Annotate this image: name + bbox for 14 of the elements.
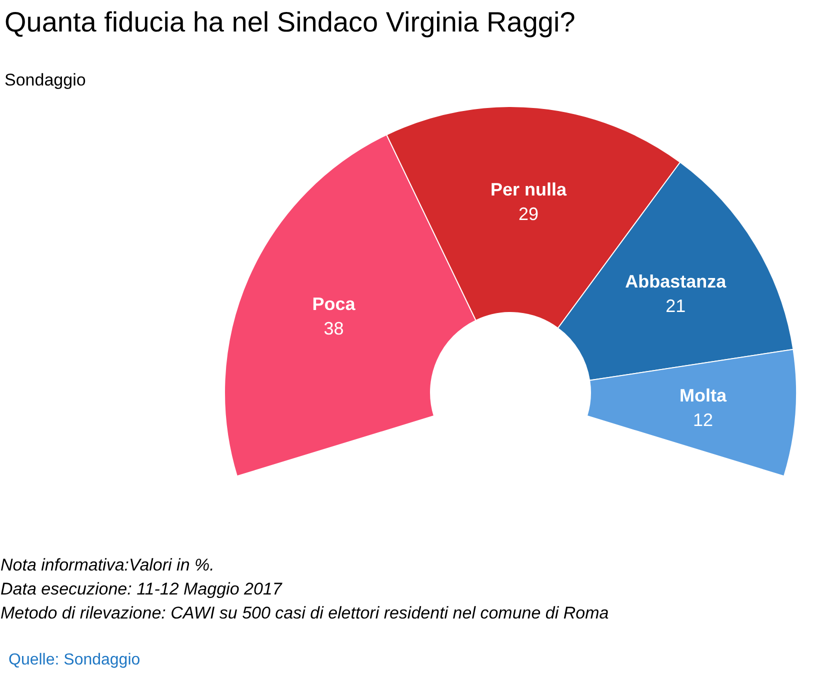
chart-title: Quanta fiducia ha nel Sindaco Virginia Raggi? <box>4 6 576 38</box>
slice-label: Molta <box>679 386 728 406</box>
text: Data esecuzione: 11-12 Maggio 2017 <box>0 580 282 598</box>
data-label: 29 <box>518 204 539 224</box>
data-label: 21 <box>666 296 686 316</box>
text: Metodo di rilevazione: CAWI su 500 casi di elettori residenti nel comune di Roma <box>0 604 609 622</box>
text: Sondaggio <box>4 70 86 90</box>
source-note: Quelle: Sondaggio <box>8 652 140 668</box>
slice-label: Poca <box>312 294 356 314</box>
slice-label: Per nulla <box>490 179 568 200</box>
data-label: 38 <box>324 318 344 339</box>
slice-label: Abbastanza <box>625 272 728 292</box>
data-label: 12 <box>692 410 714 430</box>
text: Nota informativa:Valori in %. <box>0 556 214 574</box>
